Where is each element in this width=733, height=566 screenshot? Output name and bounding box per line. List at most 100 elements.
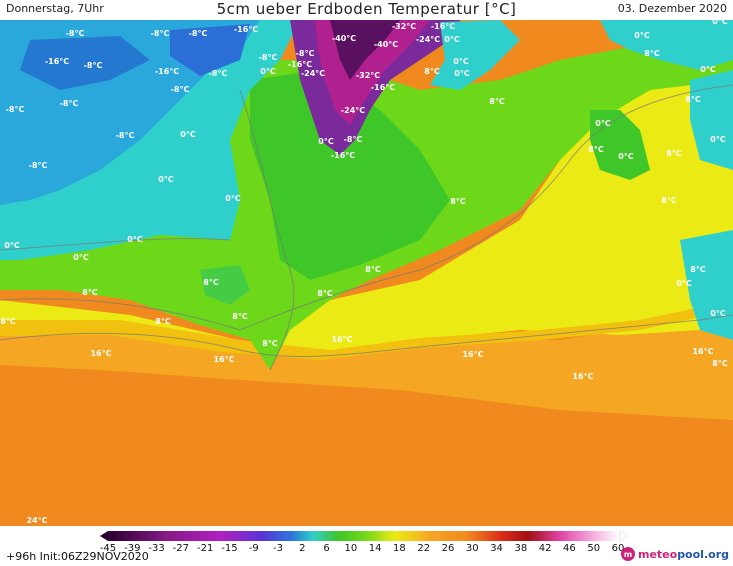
temperature-label: -24°C	[341, 106, 365, 115]
temperature-label: -16°C	[288, 60, 312, 69]
temperature-label: -8°C	[171, 85, 190, 94]
temperature-label: 8°C	[82, 288, 98, 297]
temperature-label: 16°C	[572, 372, 593, 381]
temperature-label: -8°C	[296, 49, 315, 58]
temperature-label: 0°C	[260, 67, 276, 76]
british-isles	[590, 110, 650, 180]
europe-cold-region	[600, 20, 733, 70]
temperature-label: 0°C	[453, 57, 469, 66]
very-cold-patch-2	[170, 24, 250, 76]
yellow-band	[0, 70, 733, 355]
colorbar-tick-label: -27	[172, 543, 190, 554]
map-header: Donnerstag, 7Uhr 5cm ueber Erdboden Temp…	[0, 0, 733, 20]
temperature-label: 8°C	[317, 289, 333, 298]
colorbar-tick-label: 2	[299, 543, 306, 554]
temperature-label: -8°C	[344, 135, 363, 144]
temperature-label: -8°C	[116, 131, 135, 140]
temperature-label: 8°C	[424, 67, 440, 76]
temperature-label: 8°C	[450, 197, 466, 206]
meteopool-logo-icon: m	[620, 547, 635, 561]
colorbar-gradient	[108, 531, 620, 541]
temperature-label: 8°C	[661, 196, 677, 205]
colorbar-tick-label: 14	[368, 543, 382, 554]
temperature-label: 16°C	[213, 355, 234, 364]
temperature-label: 0°C	[595, 119, 611, 128]
colorbar-tick-label: 38	[514, 543, 528, 554]
temperature-label: -8°C	[189, 29, 208, 38]
green-core	[250, 70, 450, 280]
scandinavia-cold	[690, 70, 733, 170]
colorbar-tick-label: 42	[538, 543, 552, 554]
temperature-label: 8°C	[644, 49, 660, 58]
temperature-label: 16°C	[90, 349, 111, 358]
temperature-label: 0°C	[73, 253, 89, 262]
colorbar-tick-label: -45	[99, 543, 117, 554]
colorbar-tick-label: 6	[323, 543, 330, 554]
temperature-label: 8°C	[489, 97, 505, 106]
colorbar-tick-label: 10	[344, 543, 358, 554]
temperature-label: -8°C	[209, 69, 228, 78]
colorbar-tick-label: -9	[248, 543, 259, 554]
temperature-label: 0°C	[710, 135, 726, 144]
temperature-label: -32°C	[392, 22, 416, 31]
temperature-label: 0°C	[318, 137, 334, 146]
logo-text-org: .org	[703, 547, 729, 561]
temperature-labels: -8°C -8°C -8°C -16°C -16°C -8°C -16°C -8°C -8°C -…	[0, 20, 728, 525]
model-run-info: +96h Init:06Z29NOV2020	[6, 550, 149, 563]
iberia-cold	[680, 230, 733, 340]
valid-date-label: 03. Dezember 2020	[617, 2, 727, 15]
map-footer: -45 -39 -33 -27 -21 -15 -9 -3 2 6 10 14 18 22 26 30 34 38…	[0, 526, 733, 566]
temperature-label: -32°C	[356, 71, 380, 80]
temperature-label: 8°C	[155, 317, 171, 326]
temperature-label: -8°C	[259, 53, 278, 62]
temperature-label: -16°C	[45, 57, 69, 66]
meteopool-logo[interactable]: m meteo pool .org	[620, 547, 729, 561]
temperature-label: 0°C	[225, 194, 241, 203]
temperature-label: 0°C	[158, 175, 174, 184]
temperature-map: -8°C -8°C -8°C -16°C -16°C -8°C -16°C -8°C -8°C -…	[0, 20, 733, 526]
temperature-label: 0°C	[618, 152, 634, 161]
temperature-label: 0°C	[634, 31, 650, 40]
temperature-label: 0°C	[127, 235, 143, 244]
temperature-label: -8°C	[6, 105, 25, 114]
colorbar-tick-label: 26	[441, 543, 455, 554]
temperature-label: 0°C	[676, 279, 692, 288]
temperature-label: 24°C	[26, 516, 47, 525]
temperature-label: -8°C	[60, 99, 79, 108]
map-title: 5cm ueber Erdboden Temperatur [°C]	[216, 0, 517, 18]
temperature-label: 8°C	[588, 145, 604, 154]
temperature-label: 8°C	[685, 95, 701, 104]
temperature-label: -16°C	[371, 83, 395, 92]
orange-yellow-fringe	[0, 300, 733, 360]
temperature-label: 0°C	[712, 20, 728, 26]
greenland-coldest	[330, 20, 400, 80]
temperature-label: 16°C	[331, 335, 352, 344]
temperature-label: -8°C	[29, 161, 48, 170]
temperature-label: 8°C	[690, 265, 706, 274]
light-orange-band	[0, 300, 733, 420]
colorbar-tick-label: -33	[148, 543, 165, 554]
colorbar-tick-label: 60	[611, 543, 625, 554]
temperature-label: -16°C	[431, 22, 455, 31]
logo-text-pool: pool	[677, 547, 704, 561]
colorbar-tick-label: -39	[124, 543, 141, 554]
colorbar	[100, 530, 629, 542]
temperature-label: 8°C	[365, 265, 381, 274]
temperature-label: 8°C	[712, 359, 728, 368]
logo-text-meteo: meteo	[637, 547, 678, 561]
temperature-label: 8°C	[203, 278, 219, 287]
colorbar-tick-label: -21	[196, 543, 214, 554]
temperature-label: 0°C	[180, 130, 196, 139]
temperature-label: -16°C	[331, 151, 355, 160]
temperature-label: 8°C	[0, 317, 16, 326]
very-cold-patch	[20, 36, 150, 90]
temperature-label: 16°C	[462, 350, 483, 359]
temperature-label: -8°C	[151, 29, 170, 38]
isotherm-lines	[0, 84, 733, 371]
temperature-label: 8°C	[232, 312, 248, 321]
temperature-label: 16°C	[692, 347, 713, 356]
temperature-label: 8°C	[666, 149, 682, 158]
colorbar-tick-label: 50	[587, 543, 601, 554]
temperature-label: -40°C	[332, 34, 356, 43]
greenland-coast	[430, 20, 520, 90]
